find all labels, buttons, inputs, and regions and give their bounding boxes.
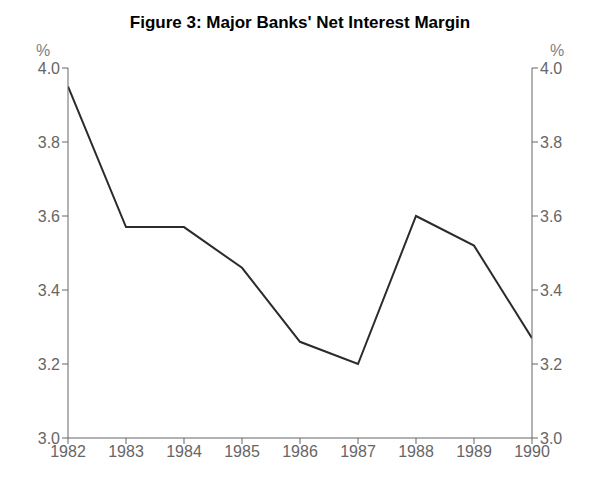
svg-text:1990: 1990 (514, 443, 550, 461)
svg-text:%: % (550, 42, 564, 59)
svg-text:1988: 1988 (398, 443, 434, 460)
svg-text:3.2: 3.2 (540, 356, 562, 373)
svg-text:1982: 1982 (50, 443, 86, 461)
svg-text:3.6: 3.6 (540, 208, 562, 225)
svg-text:3.4: 3.4 (540, 282, 562, 299)
svg-text:1983: 1983 (108, 443, 144, 460)
svg-text:4.0: 4.0 (38, 60, 60, 77)
svg-text:1987: 1987 (340, 443, 376, 460)
svg-text:3.0: 3.0 (540, 430, 562, 447)
svg-text:%: % (36, 42, 50, 59)
svg-text:1986: 1986 (282, 443, 318, 460)
svg-text:3.8: 3.8 (38, 134, 60, 151)
svg-text:4.0: 4.0 (540, 60, 562, 77)
svg-text:3.8: 3.8 (540, 134, 562, 151)
svg-text:1985: 1985 (224, 443, 260, 460)
svg-text:1984: 1984 (166, 443, 202, 460)
svg-text:3.6: 3.6 (38, 208, 60, 225)
svg-text:3.4: 3.4 (38, 282, 60, 299)
html-text:Figure 3: Major Banks' Net Int: Figure 3: Major Banks' Net Interest Marg… (129, 13, 471, 32)
svg-text:3.2: 3.2 (38, 356, 60, 373)
svg-text:1989: 1989 (456, 443, 492, 460)
svg-text:3.0: 3.0 (38, 430, 60, 447)
